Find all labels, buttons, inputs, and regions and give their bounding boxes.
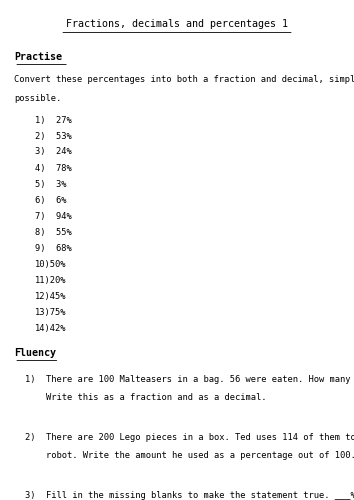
- Text: robot. Write the amount he used as a percentage out of 100.: robot. Write the amount he used as a per…: [25, 451, 354, 460]
- Text: 3)  24%: 3) 24%: [35, 148, 72, 156]
- Text: Practise: Practise: [14, 52, 62, 62]
- Text: possible.: possible.: [14, 94, 61, 103]
- Text: 10)50%: 10)50%: [35, 260, 67, 268]
- Text: 2)  There are 200 Lego pieces in a box. Ted uses 114 of them to build a: 2) There are 200 Lego pieces in a box. T…: [25, 433, 354, 442]
- Text: Fluency: Fluency: [14, 348, 56, 358]
- Text: Write this as a fraction and as a decimal.: Write this as a fraction and as a decima…: [25, 392, 266, 402]
- Text: 14)42%: 14)42%: [35, 324, 67, 332]
- Text: 9)  68%: 9) 68%: [35, 244, 72, 252]
- Text: 2)  53%: 2) 53%: [35, 132, 72, 140]
- Text: Fractions, decimals and percentages 1: Fractions, decimals and percentages 1: [66, 19, 288, 29]
- Text: 1)  27%: 1) 27%: [35, 116, 72, 124]
- Text: 4)  78%: 4) 78%: [35, 164, 72, 172]
- Text: 8)  55%: 8) 55%: [35, 228, 72, 236]
- Text: 1)  There are 100 Malteasers in a bag. 56 were eaten. How many are left?: 1) There are 100 Malteasers in a bag. 56…: [25, 374, 354, 384]
- Text: 11)20%: 11)20%: [35, 276, 67, 284]
- Text: 12)45%: 12)45%: [35, 292, 67, 300]
- Text: 6)  6%: 6) 6%: [35, 196, 67, 204]
- Text: 3)  Fill in the missing blanks to make the statement true. ___% = __/100 =: 3) Fill in the missing blanks to make th…: [25, 492, 354, 500]
- Text: 5)  3%: 5) 3%: [35, 180, 67, 188]
- Text: 7)  94%: 7) 94%: [35, 212, 72, 220]
- Text: 13)75%: 13)75%: [35, 308, 67, 316]
- Text: Convert these percentages into both a fraction and decimal, simplifying where: Convert these percentages into both a fr…: [14, 75, 354, 84]
